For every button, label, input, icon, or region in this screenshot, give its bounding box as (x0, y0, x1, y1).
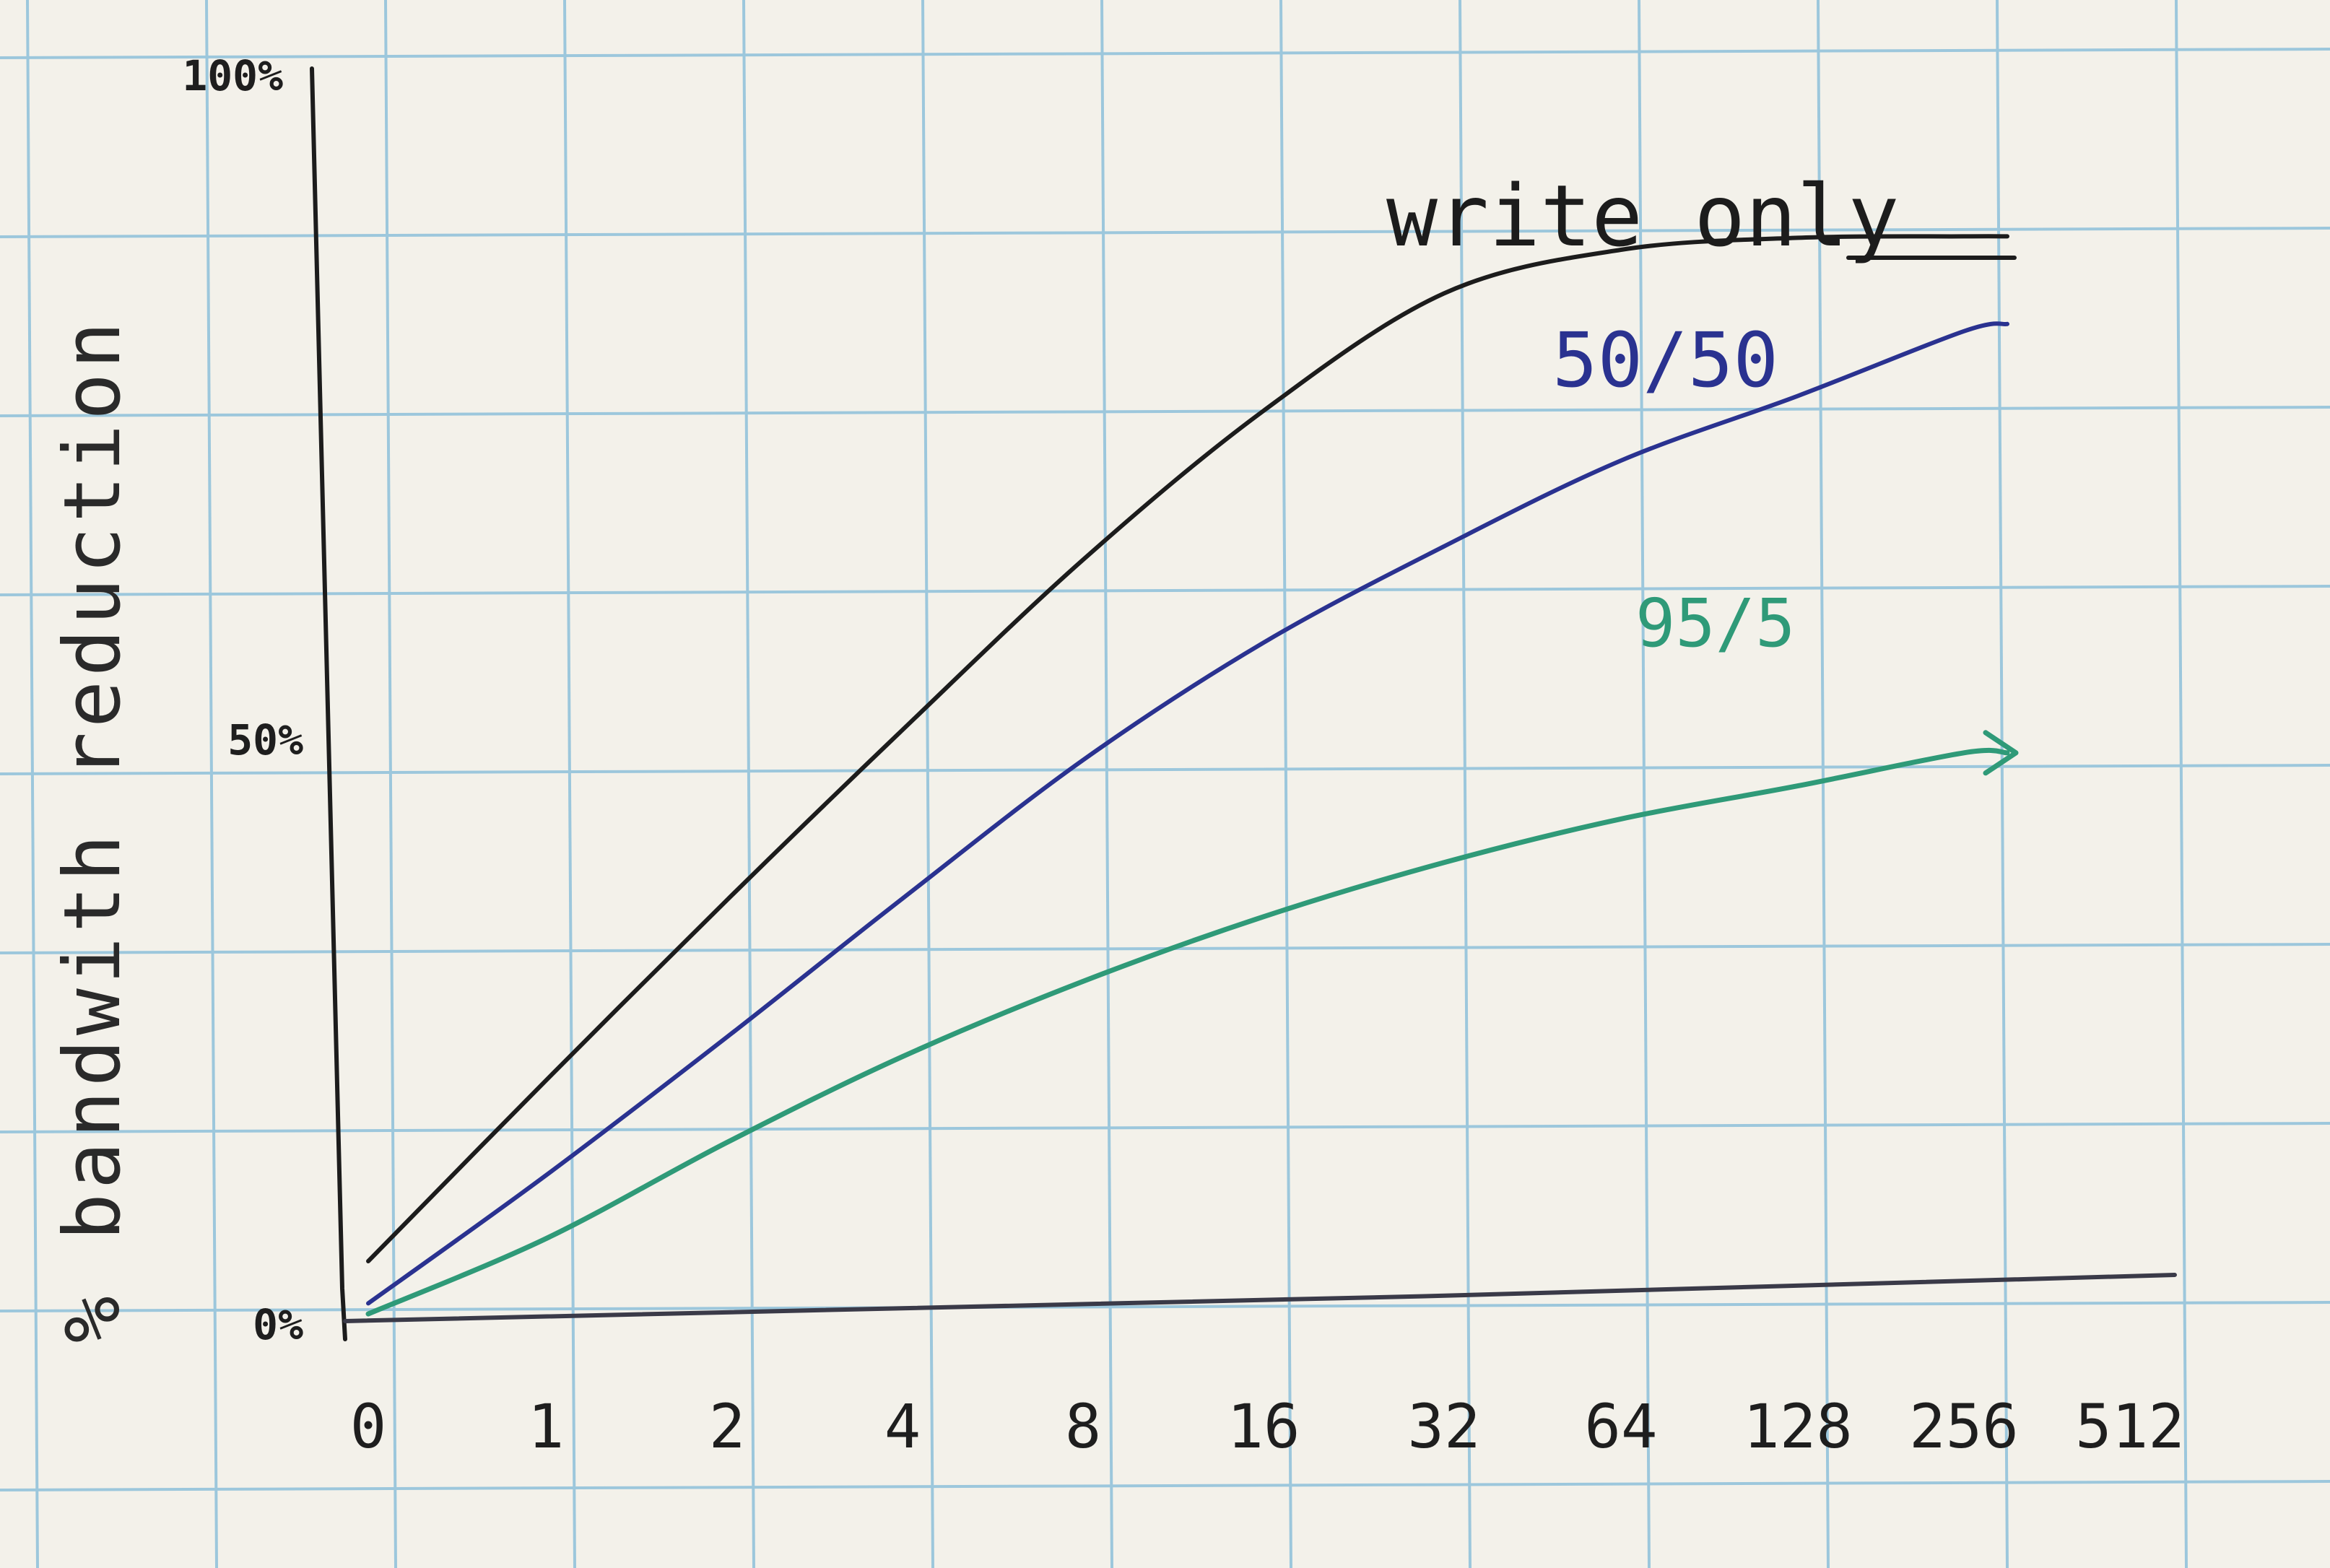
x-tick-label: 2 (709, 1391, 746, 1462)
series-line-write-only (366, 234, 2009, 1263)
y-tick-labels: 0% 50% 100% (182, 51, 303, 1349)
series-label-write-only: write only (1386, 166, 1899, 266)
grid-horizontal-line (0, 48, 2330, 59)
grid-vertical-line (2175, 0, 2188, 1568)
series-line-95-5 (365, 747, 2010, 1317)
series-label-50-50: 50/50 (1552, 316, 1778, 404)
grid-vertical-line (384, 0, 397, 1568)
grid-horizontal-line (0, 585, 2330, 596)
x-tick-label: 8 (1065, 1391, 1102, 1462)
x-tick-labels: 0 1 2 4 8 16 32 64 128 256 512 (350, 1391, 2185, 1462)
grid-horizontal-line (0, 227, 2330, 238)
y-axis-label: % bandwith reduction (48, 318, 138, 1343)
grid-vertical-line (1996, 0, 2009, 1568)
x-tick-label: 1 (528, 1391, 565, 1462)
grid-horizontal-line (0, 1122, 2330, 1133)
grid-horizontal-line (0, 764, 2330, 775)
x-tick-label: 256 (1909, 1391, 2019, 1462)
x-tick-label: 16 (1227, 1391, 1300, 1462)
grid-vertical-line (742, 0, 755, 1568)
grid-vertical-line (1638, 0, 1651, 1568)
x-tick-label: 64 (1584, 1391, 1657, 1462)
grid-vertical-line (205, 0, 218, 1568)
grid-vertical-line (1100, 0, 1113, 1568)
grid-vertical-line (1279, 0, 1292, 1568)
y-axis-line (310, 66, 347, 1341)
grid-horizontal-line (0, 1480, 2330, 1491)
series-arrowhead-95-5 (1983, 730, 2019, 776)
grid-vertical-line (26, 0, 39, 1568)
y-tick-label: 0% (253, 1300, 303, 1349)
y-tick-label: 50% (227, 715, 303, 765)
x-tick-label: 4 (884, 1391, 921, 1462)
x-tick-label: 128 (1743, 1391, 1853, 1462)
y-tick-label: 100% (182, 51, 283, 100)
grid-vertical-line (563, 0, 576, 1568)
x-axis-line (343, 1273, 2177, 1323)
grid-vertical-line (1817, 0, 1830, 1568)
series-labels: write only 50/50 95/5 (1386, 166, 1899, 662)
series-layer (365, 234, 2019, 1317)
x-tick-label: 512 (2075, 1391, 2185, 1462)
x-tick-label: 32 (1407, 1391, 1480, 1462)
grid-vertical-line (921, 0, 934, 1568)
series-label-95-5: 95/5 (1635, 585, 1796, 662)
grid-horizontal-line (0, 406, 2330, 417)
series-line-50-50 (366, 321, 2009, 1306)
x-tick-label: 0 (350, 1391, 387, 1462)
grid-horizontal-line (0, 1301, 2330, 1312)
